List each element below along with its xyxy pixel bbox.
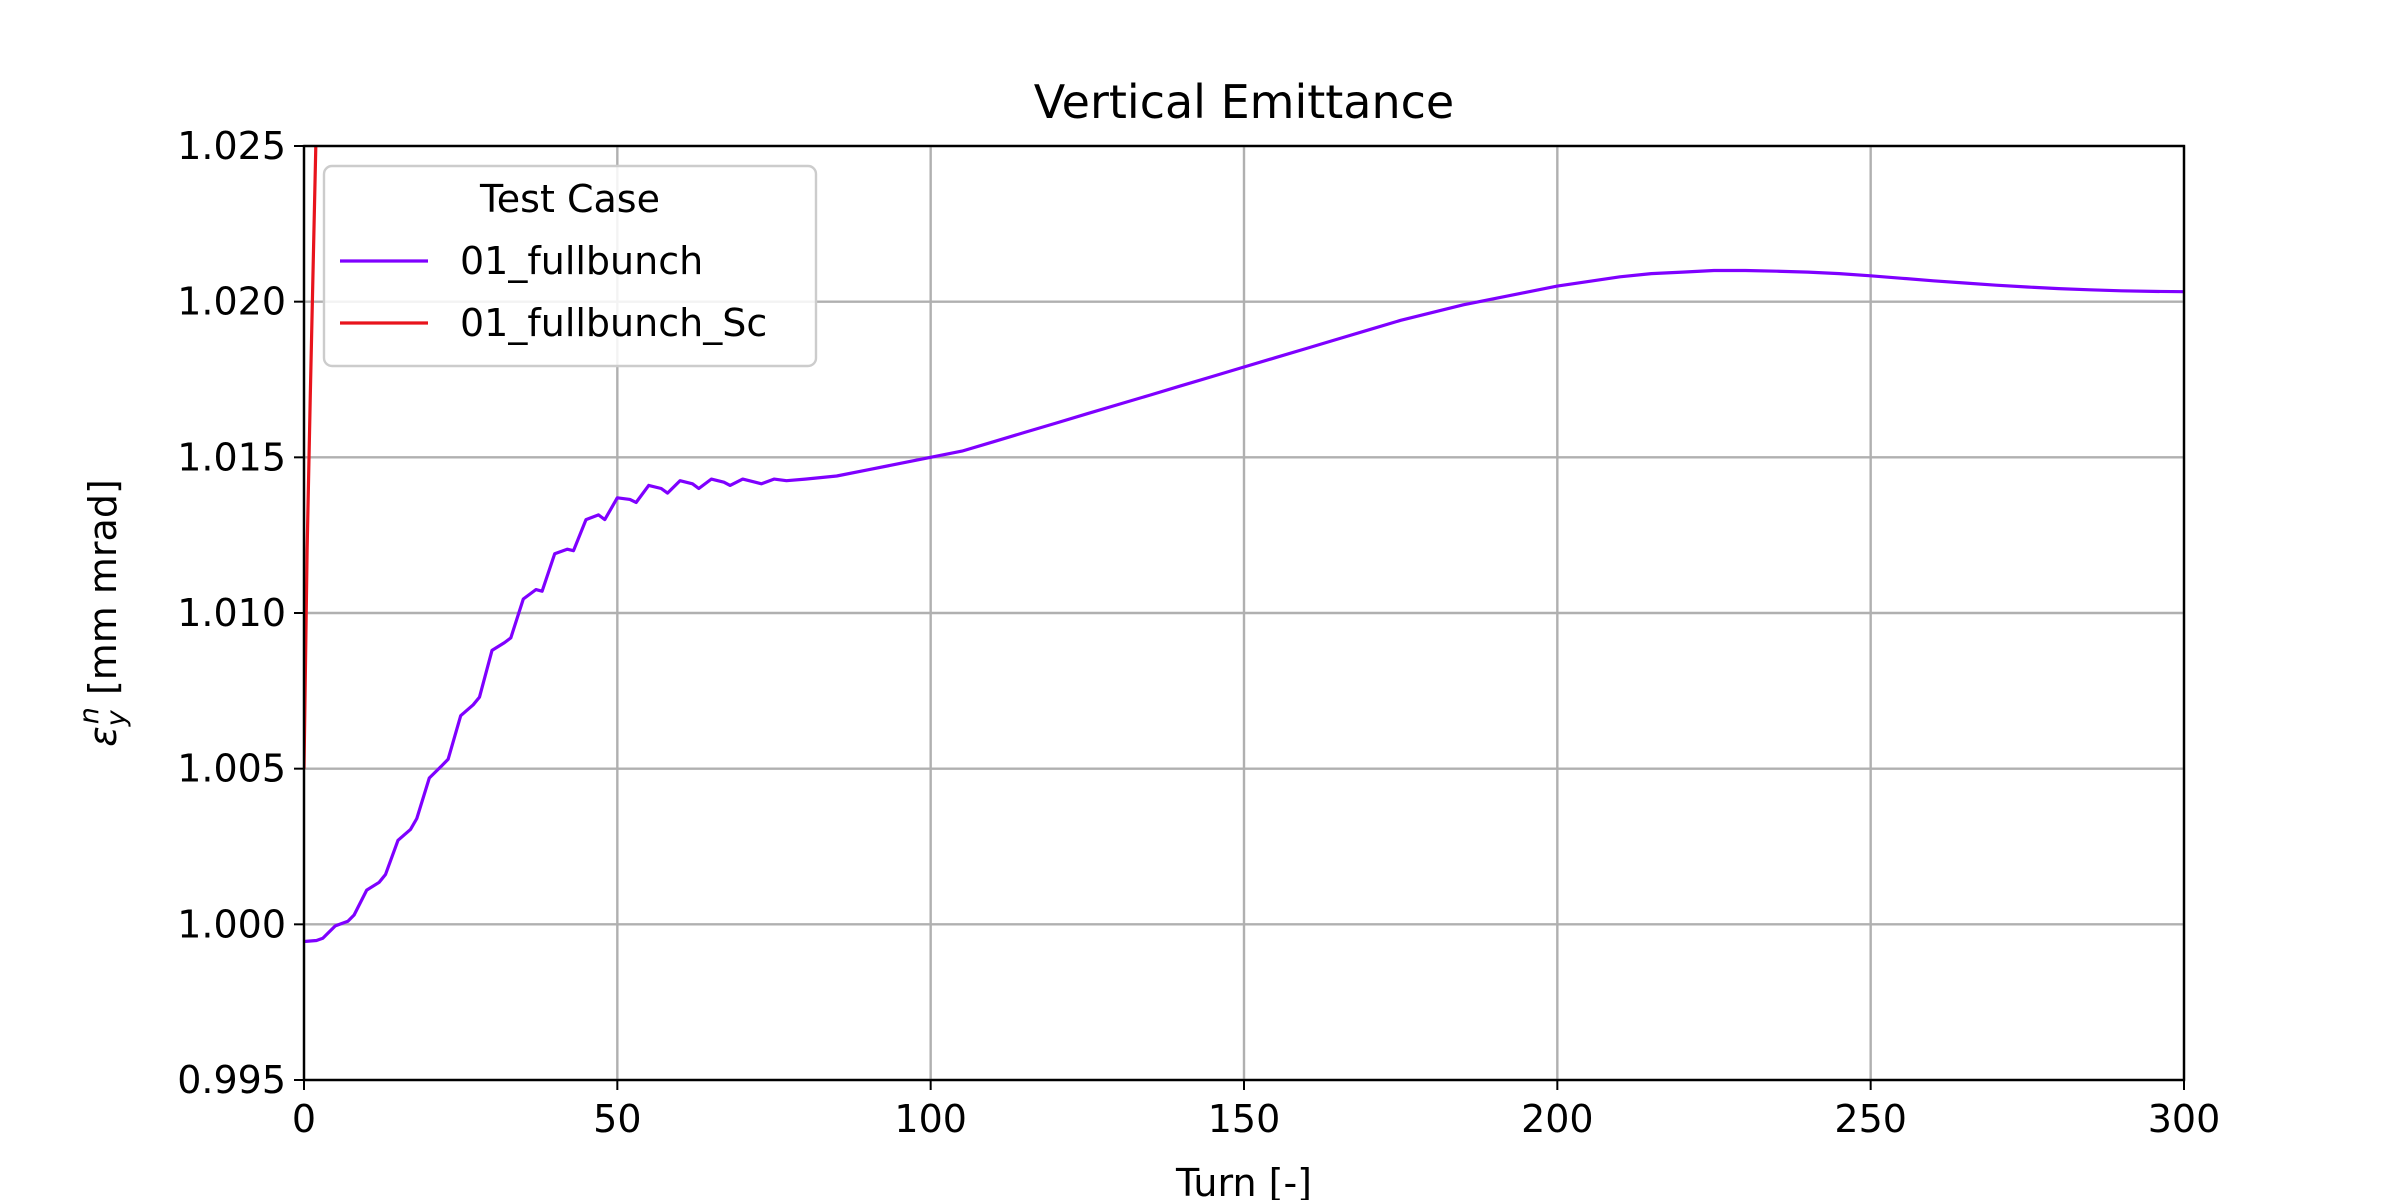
x-tick-label: 300 (2148, 1097, 2221, 1141)
legend-label-01-fullbunch-sc: 01_fullbunch_Sc (460, 301, 767, 345)
legend-box (322, 164, 818, 368)
x-tick-label: 150 (1208, 1097, 1281, 1141)
legend: Test Case 01_fullbunch 01_fullbunch_Sc (322, 164, 818, 368)
y-tick-label: 1.015 (177, 435, 286, 479)
series-line-01-fullbunch (304, 268, 2184, 944)
y-axis-label-superscript: n (74, 707, 105, 724)
y-tick-label: 1.025 (177, 124, 286, 168)
y-tick-label: 1.000 (177, 902, 286, 946)
series-layer (304, 146, 2184, 944)
y-tick-label: 1.005 (177, 747, 286, 791)
y-axis-label: εyn [mm mrad] (74, 479, 132, 747)
y-tick-label: 1.010 (177, 591, 286, 635)
y-axis-label-unit: [mm mrad] (81, 479, 125, 707)
x-tick-label: 200 (1521, 1097, 1594, 1141)
legend-label-01-fullbunch: 01_fullbunch (460, 239, 703, 283)
x-tick-label: 250 (1834, 1097, 1907, 1141)
legend-title: Test Case (479, 177, 660, 221)
y-tick-label: 1.020 (177, 280, 286, 324)
y-tick-label: 0.995 (177, 1058, 286, 1102)
x-axis-label: Turn [-] (1175, 1161, 1312, 1200)
axis-ticks: 0 50 100 150 200 250 300 0.995 1.000 1.005 1.010 1.… (177, 124, 2220, 1141)
series-line-01-fullbunch-sc (304, 146, 318, 769)
chart-title: Vertical Emittance (1034, 75, 1454, 129)
x-tick-label: 100 (894, 1097, 967, 1141)
y-axis-label-symbol: ε (81, 726, 125, 747)
y-axis-label-subscript: y (101, 709, 132, 727)
x-tick-label: 0 (292, 1097, 316, 1141)
x-tick-label: 50 (593, 1097, 641, 1141)
